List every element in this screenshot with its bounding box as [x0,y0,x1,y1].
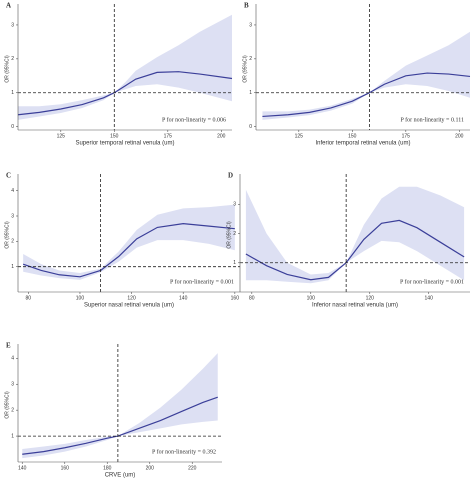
panel-label: E [6,342,11,350]
x-tick-label: 175 [164,133,173,139]
ci-band [245,186,465,284]
annotation: P for non-linearity = 0.392 [152,448,216,455]
annotation: P for non-linearity = 0.001 [170,278,234,285]
x-axis-label: Inferior nasal retinal venula (um) [312,303,398,309]
ci-band [18,14,232,120]
panel-label: C [6,172,11,180]
y-tick-label: 0 [11,124,14,130]
panel-label: A [6,2,11,10]
x-tick-label: 160 [61,465,70,471]
y-tick-label: 1 [11,90,14,96]
y-tick-label: 2 [233,231,236,237]
x-tick-label: 100 [307,295,316,301]
y-tick-label: 3 [11,22,14,28]
x-tick-label: 200 [455,133,464,139]
y-tick-label: 3 [11,213,14,219]
x-axis-label: Superior temporal retinal venula (um) [75,141,174,147]
y-tick-label: 3 [233,202,236,208]
y-axis-label: OR (95%CI) [242,55,248,83]
y-tick-label: 1 [11,433,14,439]
x-tick-label: 120 [366,295,375,301]
y-axis-label: OR (95%CI) [226,221,232,249]
x-axis-label: Superior nasal retinal venula (um) [84,303,174,309]
x-tick-label: 120 [127,295,136,301]
x-tick-label: 220 [188,465,197,471]
x-tick-label: 200 [217,133,226,139]
y-tick-label: 3 [11,382,14,388]
y-tick-label: 4 [11,188,14,194]
y-tick-label: 1 [233,260,236,266]
y-tick-label: 4 [11,356,14,362]
x-tick-label: 140 [179,295,188,301]
y-tick-label: 0 [249,124,252,130]
panel-label: B [244,2,249,10]
spline-line [22,222,235,278]
x-tick-label: 140 [18,465,27,471]
x-tick-label: 80 [249,295,255,301]
y-tick-label: 3 [249,22,252,28]
ci-band [23,204,235,280]
y-tick-label: 1 [249,90,252,96]
spline-line [262,72,471,118]
x-tick-label: 100 [76,295,85,301]
spline-line [245,219,465,281]
x-tick-label: 160 [231,295,240,301]
x-tick-label: 140 [425,295,434,301]
x-tick-label: 80 [26,295,32,301]
x-tick-label: 200 [146,465,155,471]
panel-label: D [228,172,233,180]
y-tick-label: 2 [11,408,14,414]
y-axis-label: OR (95%CI) [4,391,10,419]
ci-band [262,31,470,120]
y-tick-label: 2 [11,239,14,245]
x-tick-label: 150 [110,133,119,139]
x-tick-label: 125 [295,133,304,139]
x-axis-label: Inferior temporal retinal venula (um) [315,141,410,147]
y-tick-label: 2 [11,56,14,62]
annotation: P for non-linearity = 0.006 [162,116,226,123]
annotation: P for non-linearity = 0.001 [400,278,464,285]
ci-band [22,353,218,459]
y-tick-label: 1 [11,264,14,270]
x-tick-label: 125 [57,133,66,139]
x-tick-label: 180 [103,465,112,471]
x-tick-label: 150 [348,133,357,139]
y-tick-label: 2 [249,56,252,62]
x-tick-label: 175 [402,133,411,139]
spline-line [17,71,233,116]
y-axis-label: OR (95%CI) [4,55,10,83]
annotation: P for non-linearity = 0.111 [400,116,464,123]
y-axis-label: OR (95%CI) [4,221,10,249]
x-axis-label: CRVE (um) [105,473,136,479]
